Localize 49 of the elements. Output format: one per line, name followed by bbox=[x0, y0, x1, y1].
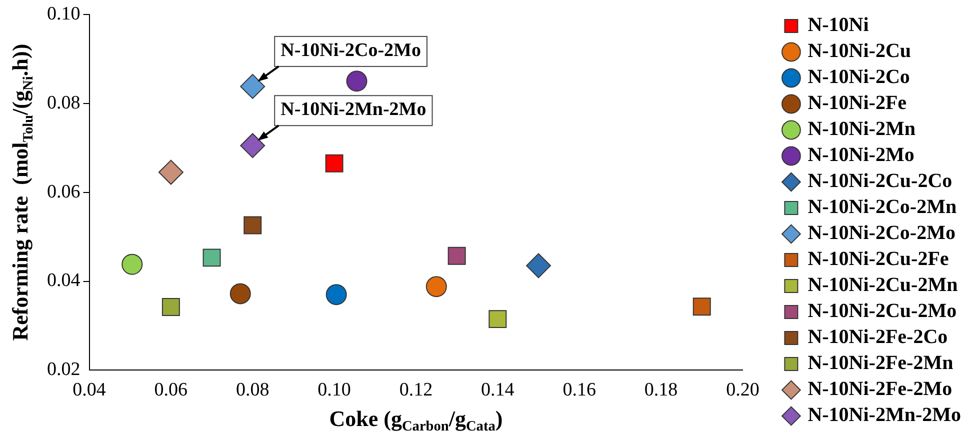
annotation: N-10Ni-2Co-2Mo bbox=[280, 40, 421, 61]
legend-label: N-10Ni-2Cu-2Fe bbox=[808, 248, 949, 270]
legend-label: N-10Ni-2Co bbox=[808, 66, 910, 88]
y-tick-label: 0.08 bbox=[47, 92, 80, 114]
point bbox=[202, 248, 221, 267]
point bbox=[346, 70, 368, 92]
legend-label: N-10Ni-2Mn bbox=[808, 118, 916, 140]
y-tick-label: 0.10 bbox=[47, 3, 80, 24]
y-tick-label: 0.06 bbox=[47, 181, 80, 202]
x-tick-label: 0.14 bbox=[481, 380, 515, 401]
x-tick-label: 0.16 bbox=[562, 380, 596, 401]
point bbox=[244, 216, 262, 234]
legend-label: N-10Ni bbox=[808, 14, 870, 36]
x-tick-label: 0.12 bbox=[399, 380, 433, 401]
point bbox=[122, 254, 143, 275]
annotation: N-10Ni-2Mn-2Mo bbox=[280, 98, 426, 120]
y-tick-label: 0.02 bbox=[47, 359, 80, 380]
x-tick-label: 0.06 bbox=[154, 380, 188, 401]
legend-label: N-10Ni-2Fe bbox=[808, 92, 907, 114]
legend-label: N-10Ni-2Co-2Mo bbox=[808, 222, 956, 244]
legend-label: N-10Ni-2Fe-2Mo bbox=[808, 378, 952, 400]
point bbox=[426, 276, 447, 298]
x-tick-label: 0.10 bbox=[318, 380, 351, 401]
legend-label: N-10Ni-2Cu-2Mn bbox=[808, 274, 958, 296]
point bbox=[448, 246, 466, 265]
legend-label: N-10Ni-2Cu-2Co bbox=[808, 170, 952, 192]
point bbox=[326, 284, 347, 306]
point bbox=[162, 298, 180, 316]
point bbox=[240, 74, 266, 99]
point bbox=[325, 154, 344, 172]
legend-label: N-10Ni-2Fe-2Co bbox=[808, 326, 948, 348]
x-tick-label: 0.08 bbox=[236, 380, 270, 401]
x-tick-label: 0.18 bbox=[644, 380, 678, 401]
point bbox=[240, 133, 266, 158]
legend-label: N-10Ni-2Cu-2Mo bbox=[808, 300, 957, 322]
y-tick-label: 0.04 bbox=[47, 270, 81, 292]
legend-label: N-10Ni-2Cu bbox=[808, 40, 912, 62]
point bbox=[692, 298, 711, 316]
x-tick-label: 0.04 bbox=[72, 380, 106, 401]
y-axis-title: Reforming rate (molTolu/(gNi.h)) bbox=[8, 44, 36, 341]
legend-label: N-10Ni-2Mn-2Mo bbox=[808, 404, 962, 426]
x-tick-label: 0.20 bbox=[726, 380, 760, 401]
legend-label: N-10Ni-2Fe-2Mn bbox=[808, 352, 954, 374]
legend-label: N-10Ni-2Co-2Mn bbox=[808, 196, 957, 218]
point bbox=[158, 160, 184, 185]
legend-label: N-10Ni-2Mo bbox=[808, 144, 914, 166]
point bbox=[526, 253, 551, 278]
point bbox=[488, 310, 507, 328]
point bbox=[230, 283, 251, 304]
